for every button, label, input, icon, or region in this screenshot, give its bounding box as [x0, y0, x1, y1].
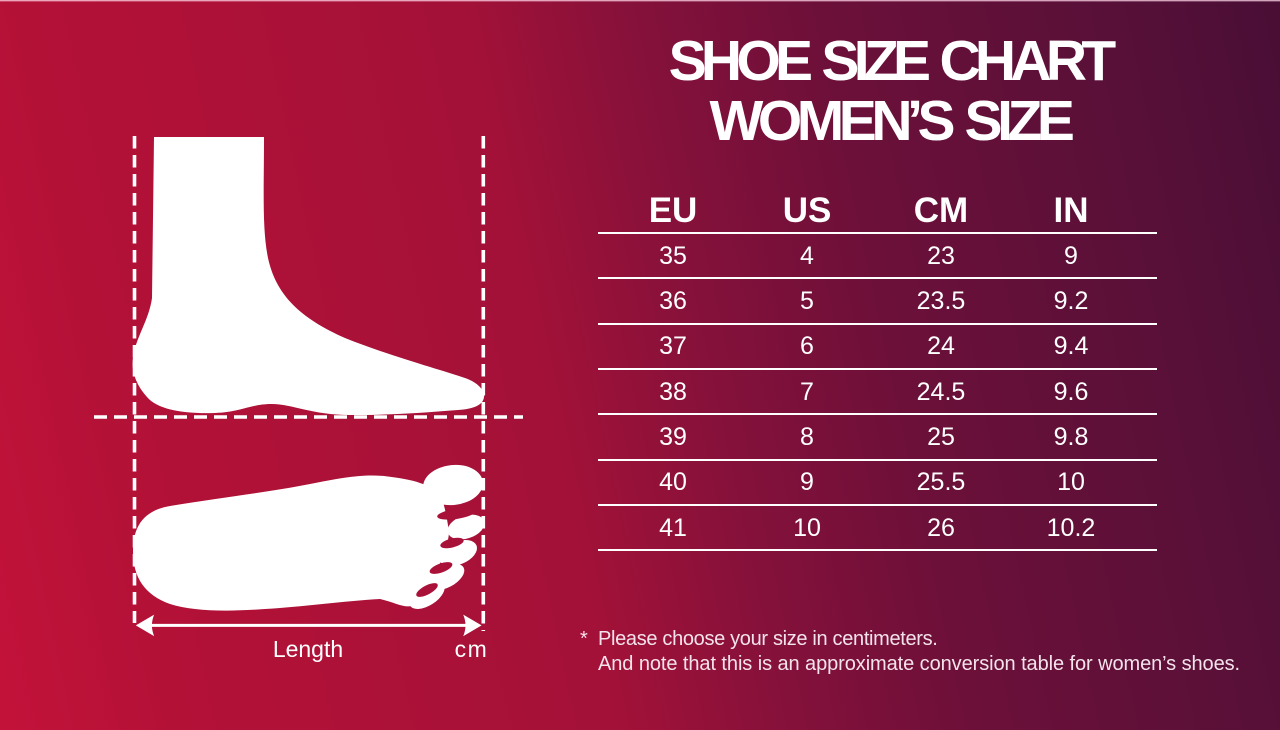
- svg-text:cm: cm: [455, 636, 489, 662]
- svg-text:Length: Length: [273, 636, 343, 662]
